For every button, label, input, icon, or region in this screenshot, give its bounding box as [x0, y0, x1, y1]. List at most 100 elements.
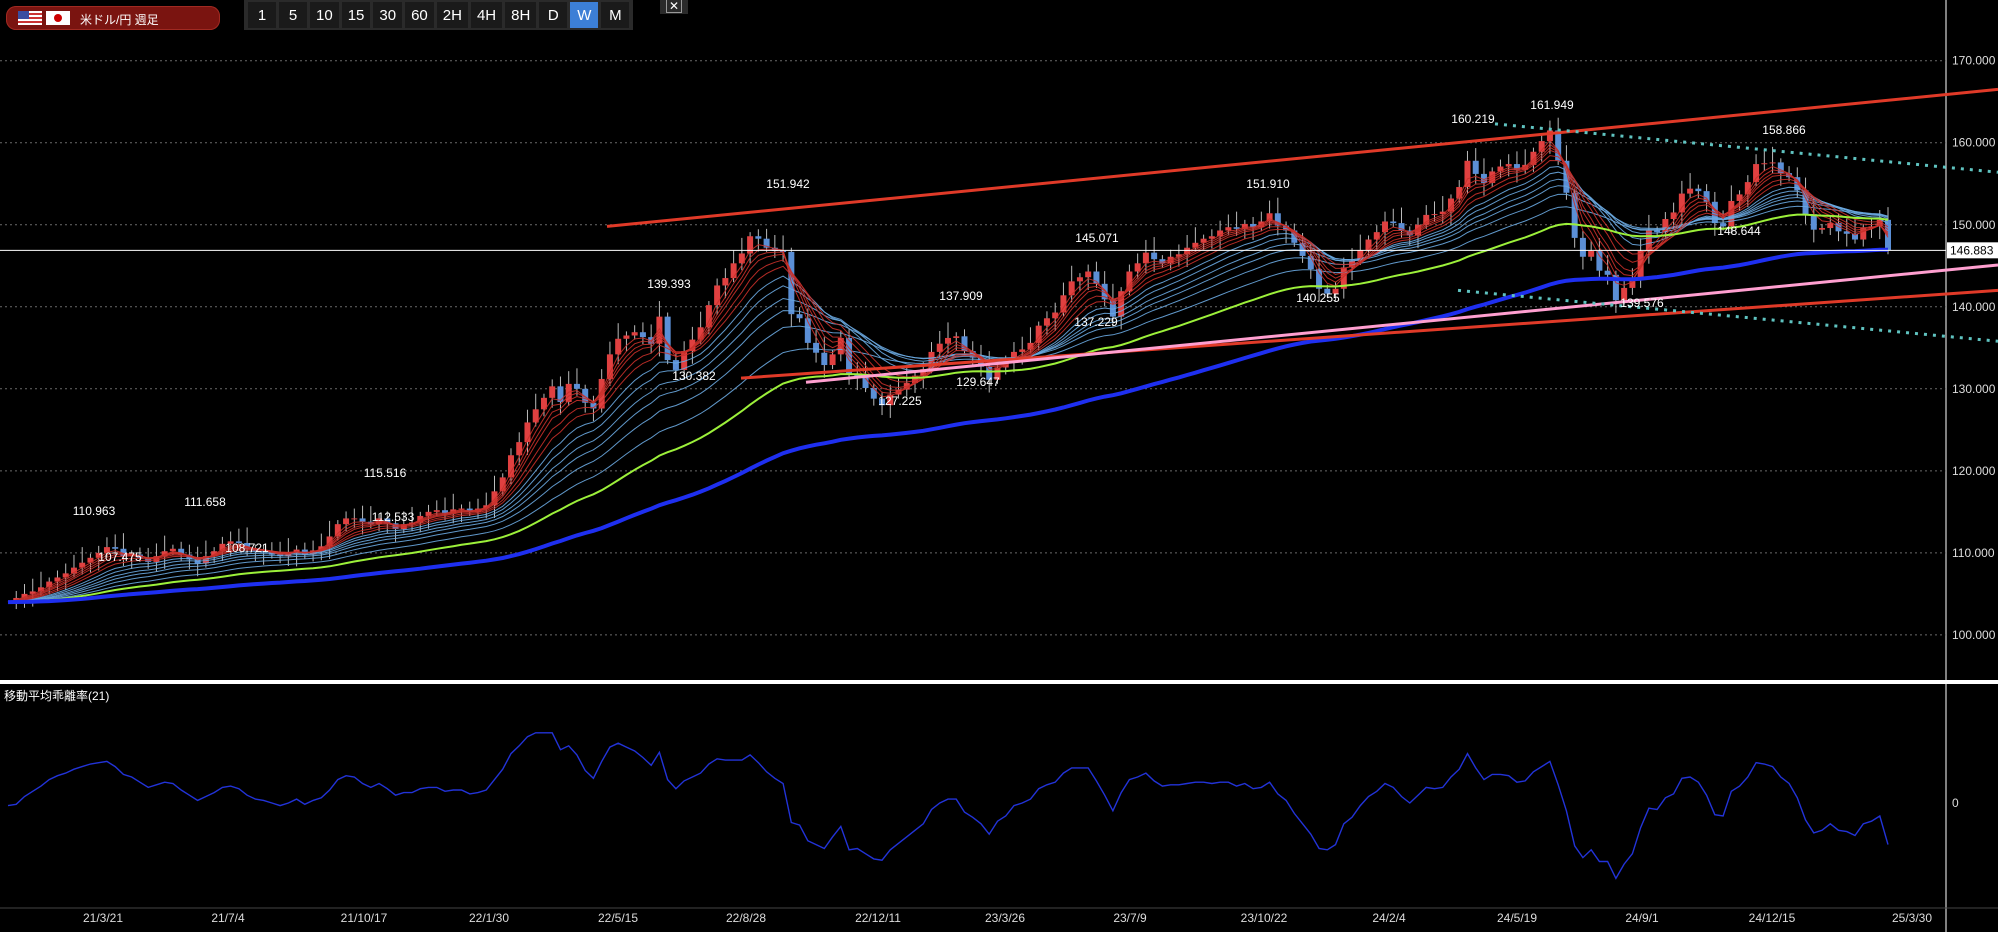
candle-body — [145, 557, 152, 562]
candle-body — [46, 581, 53, 588]
candle-body — [70, 567, 77, 574]
candle-body — [343, 518, 350, 525]
candle-body — [178, 548, 185, 555]
candle-body — [103, 547, 110, 553]
candle-body — [507, 455, 514, 478]
swing-label: 160.219 — [1451, 112, 1495, 126]
candle-body — [747, 236, 754, 254]
candle-body — [21, 593, 28, 598]
candle-body — [532, 409, 539, 423]
ma-ribbon-slow — [7, 193, 1889, 603]
swing-label: 151.910 — [1246, 177, 1290, 191]
swing-label: 107.475 — [98, 550, 142, 564]
candle-body — [1604, 270, 1611, 275]
timeframe-button-5[interactable]: 5 — [279, 2, 307, 28]
timeframe-button-8h[interactable]: 8H — [505, 2, 537, 28]
timeframe-button-m[interactable]: M — [601, 2, 630, 28]
candle-body — [1035, 325, 1042, 343]
candle-body — [1093, 271, 1100, 284]
candle-body — [1076, 277, 1083, 282]
candle-body — [1678, 193, 1685, 213]
candle-body — [326, 536, 333, 547]
candle-body — [1530, 151, 1537, 165]
ma-ribbon-fast — [7, 139, 1889, 603]
candle-body — [524, 422, 531, 443]
candle-body — [1225, 227, 1232, 231]
candle-body — [714, 285, 721, 306]
currency-pair-selector[interactable]: 米ドル/円 週足 — [6, 6, 220, 30]
timeframe-button-60[interactable]: 60 — [405, 2, 434, 28]
swing-label: 139.393 — [647, 277, 691, 291]
candle-body — [1621, 287, 1628, 301]
candle-body — [244, 543, 251, 549]
ma-ribbon-fast — [7, 143, 1889, 603]
timeframe-button-15[interactable]: 15 — [341, 2, 371, 28]
swing-label: 139.576 — [1620, 296, 1664, 310]
current-price-label: 146.883 — [1950, 243, 1994, 257]
candle-body — [1060, 295, 1067, 313]
candle-body — [1447, 198, 1454, 212]
candle-body — [466, 508, 473, 512]
current-price-box — [1947, 242, 1998, 259]
candle-body — [1052, 312, 1059, 319]
timeframe-button-30[interactable]: 30 — [373, 2, 403, 28]
candle-body — [1200, 238, 1207, 243]
candle-body — [986, 366, 993, 380]
candle-body — [112, 547, 119, 549]
candle-body — [1753, 164, 1760, 183]
candle-body — [54, 577, 61, 582]
swing-label: 137.229 — [1074, 315, 1118, 329]
candle-body — [1579, 237, 1586, 257]
candle-body — [697, 327, 704, 340]
x-tick-label: 22/8/28 — [726, 911, 766, 925]
timeframe-button-w[interactable]: W — [570, 2, 599, 28]
candle-body — [1316, 269, 1323, 289]
indicator-zero-label: 0 — [1952, 796, 1959, 810]
candle-body — [920, 369, 927, 376]
candle-body — [1233, 227, 1240, 229]
candle-body — [1109, 299, 1116, 317]
support-trendline — [805, 263, 1998, 384]
timeframe-button-10[interactable]: 10 — [310, 2, 339, 28]
candle-body — [813, 342, 820, 353]
candle-body — [1390, 221, 1397, 224]
swing-label: 111.658 — [184, 495, 226, 509]
timeframe-button-1[interactable]: 1 — [248, 2, 276, 28]
y-tick-label: 140.000 — [1952, 300, 1996, 314]
candle-body — [1695, 188, 1702, 192]
timeframe-button-2h[interactable]: 2H — [436, 2, 468, 28]
candle-body — [351, 518, 358, 520]
candle-body — [1744, 182, 1751, 195]
candle-body — [1357, 250, 1364, 261]
candle-body — [120, 548, 127, 557]
candle-body — [1456, 187, 1463, 199]
y-tick-label: 170.000 — [1952, 54, 1996, 68]
candle-body — [161, 551, 168, 557]
candle-body — [615, 338, 622, 355]
candle-body — [1480, 173, 1487, 183]
candle-body — [879, 398, 886, 406]
candle-body — [1645, 230, 1652, 252]
candle-body — [1019, 349, 1026, 352]
swing-label: 112.533 — [372, 510, 415, 524]
timeframe-button-d[interactable]: D — [539, 2, 568, 28]
candle-body — [1208, 236, 1215, 239]
candle-body — [1340, 267, 1347, 289]
x-tick-label: 23/10/22 — [1241, 911, 1288, 925]
candle-body — [1588, 251, 1595, 257]
x-tick-label: 22/12/11 — [855, 911, 901, 925]
candle-body — [1184, 247, 1191, 255]
candle-body — [235, 541, 242, 544]
candle-body — [1324, 288, 1331, 294]
swing-label: 115.516 — [364, 466, 407, 480]
close-icon[interactable]: ✕ — [666, 0, 682, 13]
candle-body — [417, 515, 424, 523]
lower-dotted-line — [1457, 288, 1998, 343]
timeframe-button-4h[interactable]: 4H — [470, 2, 503, 28]
swing-label: 145.071 — [1075, 231, 1119, 245]
candle-body — [1852, 233, 1859, 240]
candle-body — [1175, 254, 1182, 257]
swing-label: 110.963 — [73, 504, 116, 518]
swing-label: 137.909 — [939, 289, 983, 303]
candle-body — [738, 253, 745, 264]
